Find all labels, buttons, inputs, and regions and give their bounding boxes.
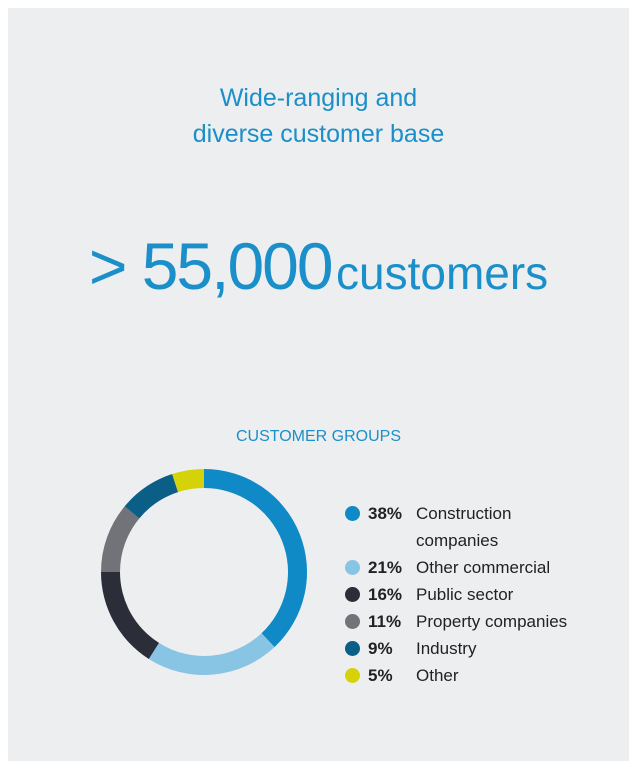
legend-value: 21% (368, 558, 403, 577)
legend-item: 16% Public sector (345, 581, 585, 608)
legend-label: Property companies (416, 612, 568, 631)
legend-swatch (345, 668, 360, 683)
legend-swatch (345, 506, 360, 521)
legend-item: 9% Industry (345, 635, 585, 662)
legend-value: 11% (368, 612, 402, 631)
legend-label: Industry (416, 639, 477, 658)
legend-label: Other commercial (416, 558, 551, 577)
legend-item: 5% Other (345, 662, 585, 689)
donut-segment (172, 469, 204, 493)
legend-item: 11% Property companies (345, 608, 585, 635)
chart-title: CUSTOMER GROUPS (235, 428, 402, 445)
donut-segment (101, 572, 159, 659)
headline-number: > 55,000 (88, 229, 334, 303)
headline: > 55,000 customers (8, 228, 629, 304)
legend-value: 16% (368, 585, 403, 604)
title-line: Wide-ranging and (219, 84, 418, 112)
legend: 38% Construction companies 21% Other commer… (345, 500, 585, 689)
donut-chart (101, 469, 308, 675)
legend-swatch (345, 587, 360, 602)
legend-swatch (345, 614, 360, 629)
donut-segment (124, 474, 179, 519)
panel: Wide-ranging and diverse customer base >… (8, 8, 629, 761)
legend-value: 9% (368, 639, 393, 658)
title-line: diverse customer base (192, 120, 445, 148)
donut-segment (101, 506, 140, 572)
legend-label: Public sector (416, 585, 514, 604)
legend-swatch (345, 641, 360, 656)
legend-item: 21% Other commercial (345, 554, 585, 581)
legend-item: 38% Construction companies (345, 500, 585, 554)
donut-segment (148, 633, 275, 675)
legend-value: 38% (368, 504, 403, 523)
donut-segment (204, 469, 308, 648)
legend-value: 5% (368, 666, 393, 685)
legend-label: Construction companies (416, 504, 512, 550)
legend-label: Other (416, 666, 459, 685)
headline-unit: customers (336, 247, 549, 299)
legend-swatch (345, 560, 360, 575)
